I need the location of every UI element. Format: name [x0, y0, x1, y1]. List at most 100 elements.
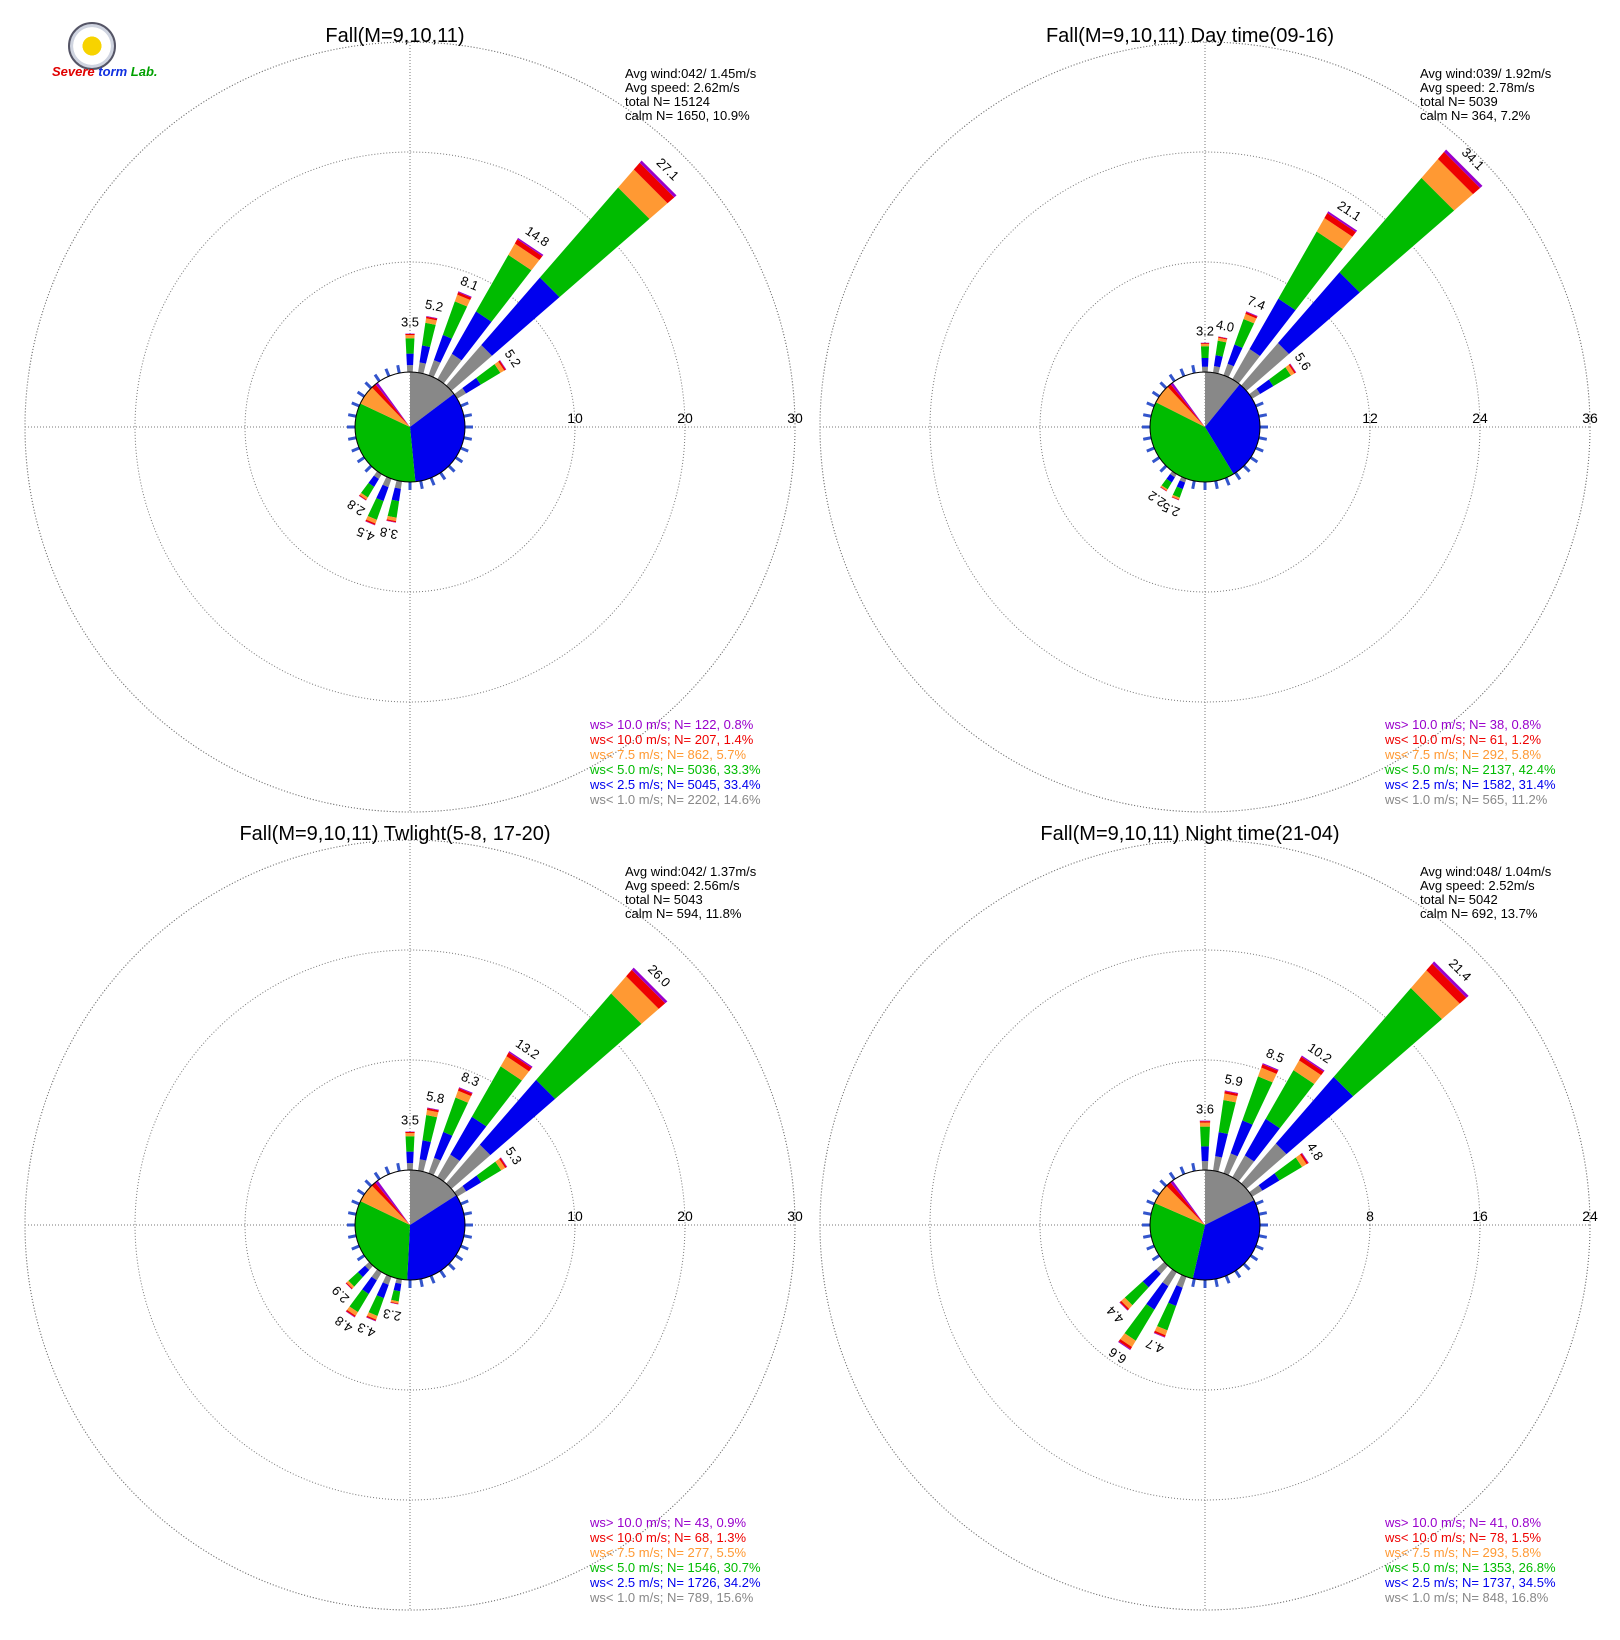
minor-petal — [1142, 436, 1152, 441]
petal-segment — [1230, 1120, 1253, 1157]
stats-line: total N= 5043 — [625, 892, 703, 907]
petal-segment — [366, 516, 377, 524]
ring-label: 20 — [677, 410, 693, 426]
petal-segment — [406, 1163, 414, 1171]
petal-segment — [1213, 355, 1223, 368]
petal-segment — [405, 1132, 415, 1134]
petal-segment — [426, 315, 438, 319]
petal-segment — [376, 1282, 389, 1299]
petal-segment — [1124, 1281, 1149, 1306]
legend-entry: ws> 10.0 m/s; N= 41, 0.8% — [1384, 1515, 1542, 1530]
petal-segment — [536, 993, 642, 1099]
petal-segment — [455, 1090, 472, 1103]
petal-segment — [1249, 388, 1261, 399]
petal-segment — [390, 1302, 399, 1305]
petal-segment — [1289, 363, 1297, 373]
legend-entry: ws< 7.5 m/s; N= 862, 5.7% — [589, 747, 747, 762]
minor-petal — [347, 413, 357, 418]
petal-segment — [1268, 367, 1291, 387]
petal-segment — [1118, 1339, 1133, 1350]
petal-value-label: 6.6 — [1106, 1344, 1129, 1367]
minor-petal — [1258, 1234, 1268, 1239]
petal-segment — [1444, 149, 1483, 188]
petal-segment — [1118, 1341, 1131, 1351]
petal-value-label: 5.9 — [1223, 1071, 1244, 1089]
petal-segment — [500, 1056, 530, 1081]
windrose-panel-2: 12 24 363.2 4.07.421.134.15.62.52.2Fall(M=9… — [819, 25, 1598, 813]
petal-segment — [1223, 1153, 1238, 1176]
pie-slice — [410, 1170, 457, 1225]
petal-segment — [454, 388, 467, 399]
petal-segment — [451, 311, 492, 361]
petal-segment — [476, 364, 501, 385]
legend-entry: ws< 10.0 m/s; N= 207, 1.4% — [589, 732, 754, 747]
legend-entry: ws< 1.0 m/s; N= 789, 15.6% — [589, 1590, 754, 1605]
petal-segment — [1176, 1274, 1187, 1288]
stats-line: calm N= 364, 7.2% — [1420, 108, 1531, 123]
petal-segment — [1223, 1093, 1238, 1103]
ring-label: 30 — [787, 410, 803, 426]
stats-line: Avg speed: 2.62m/s — [625, 80, 740, 95]
petal-value-label: 8.3 — [459, 1069, 481, 1090]
minor-petal — [463, 1211, 473, 1216]
petal-segment — [471, 1066, 522, 1127]
legend-entry: ws< 1.0 m/s; N= 2202, 14.6% — [589, 792, 761, 807]
ring-label: 12 — [1362, 410, 1378, 426]
petal-segment — [427, 1107, 439, 1111]
petal-segment — [405, 335, 415, 339]
minor-petal — [1242, 464, 1251, 473]
stats-line: total N= 15124 — [625, 94, 710, 109]
petal-value-label: 3.8 — [379, 524, 400, 542]
seal-icon — [68, 22, 116, 70]
petal-segment — [506, 1052, 532, 1072]
minor-petal — [463, 1234, 473, 1239]
petal-segment — [481, 277, 560, 356]
pie-outline — [354, 1169, 466, 1281]
pie-slice — [375, 1180, 410, 1225]
minor-petal — [356, 456, 366, 464]
petal-segment — [426, 1108, 439, 1113]
petal-segment — [462, 377, 481, 394]
minor-petal — [351, 1244, 360, 1251]
petal-segment — [418, 362, 426, 374]
petal-segment — [366, 1312, 378, 1320]
petal-segment — [1200, 343, 1210, 344]
minor-petal — [396, 1162, 401, 1172]
stats-line: calm N= 594, 11.8% — [625, 906, 742, 921]
legend-entry: ws< 10.0 m/s; N= 68, 1.3% — [589, 1530, 747, 1545]
legend-entry: ws< 5.0 m/s; N= 2137, 42.4% — [1384, 762, 1556, 777]
petal-segment — [366, 1315, 377, 1321]
petal-segment — [1301, 1152, 1309, 1164]
petal-segment — [368, 475, 379, 487]
minor-petal — [1151, 390, 1161, 398]
petal-segment — [1241, 1143, 1287, 1189]
petal-segment — [1274, 1157, 1303, 1181]
petal-value-label: 3.5 — [401, 1113, 419, 1128]
petal-segment — [1232, 349, 1260, 384]
minor-petal — [447, 1262, 456, 1271]
petal-value-label: 3.5 — [401, 315, 419, 330]
legend-entry: ws> 10.0 m/s; N= 43, 0.9% — [589, 1515, 747, 1530]
petal-segment — [1120, 1333, 1136, 1347]
petal-segment — [1200, 1126, 1210, 1147]
minor-petal — [1146, 401, 1155, 408]
petal-segment — [346, 1309, 356, 1318]
legend-entry: ws< 2.5 m/s; N= 1582, 31.4% — [1384, 777, 1556, 792]
petal-segment — [406, 353, 414, 366]
pie-outline — [354, 371, 466, 483]
petal-segment — [1327, 211, 1358, 233]
petal-segment — [390, 1299, 399, 1304]
minor-petal — [419, 1278, 424, 1288]
ring-label: 20 — [677, 1208, 693, 1224]
legend-entry: ws< 2.5 m/s; N= 5045, 33.4% — [589, 777, 761, 792]
minor-petal — [356, 390, 366, 398]
petal-segment — [1119, 1302, 1128, 1311]
minor-petal — [356, 1254, 366, 1262]
petal-segment — [359, 492, 368, 500]
petal-segment — [390, 1301, 399, 1305]
petal-segment — [1124, 1304, 1155, 1341]
ring-label: 30 — [787, 1208, 803, 1224]
minor-petal — [439, 1269, 447, 1279]
petal-segment — [345, 1282, 353, 1290]
petal-value-label: 4.0 — [1215, 317, 1236, 335]
